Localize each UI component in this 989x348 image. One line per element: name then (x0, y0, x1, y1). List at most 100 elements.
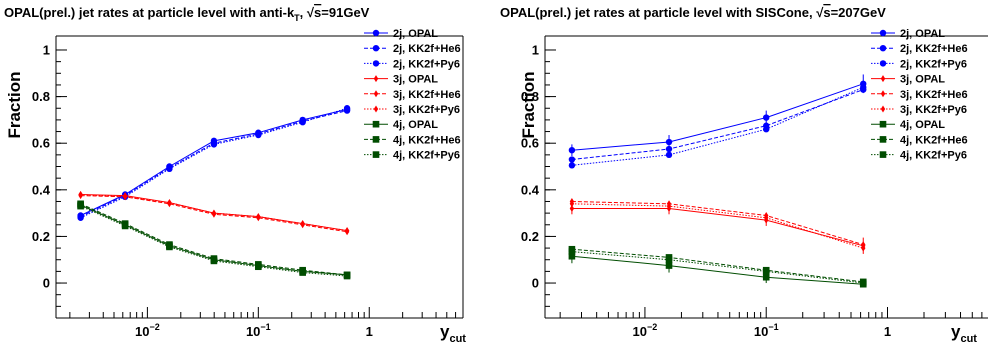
legend-entry: 2j, OPAL (364, 28, 438, 40)
y-tick-label: 0.2 (32, 229, 50, 244)
series-5 (569, 200, 866, 252)
x-tick-base: 10 (246, 324, 260, 339)
data-point (167, 199, 172, 207)
data-point (210, 141, 218, 148)
y-tick-label: 0.6 (32, 136, 50, 151)
series-0 (568, 74, 867, 157)
data-point (666, 202, 672, 210)
x-tick-exponent: −2 (647, 322, 657, 332)
legend-marker (372, 136, 380, 143)
x-axis-label: ycut (951, 322, 977, 345)
data-point (568, 162, 576, 169)
legend-marker (372, 29, 380, 37)
legend-label: 4j, KK2f+Py6 (393, 150, 460, 162)
x-tick-exponent: −1 (768, 322, 778, 332)
data-point (763, 126, 770, 133)
series-8 (568, 248, 867, 287)
x-tick-base: 10 (633, 324, 647, 339)
data-point (568, 156, 576, 163)
data-point (343, 272, 351, 280)
title-text: OPAL(prel.) jet rates at particle level … (500, 5, 816, 20)
x-tick-base: 1 (366, 324, 373, 339)
data-point (166, 243, 173, 251)
data-point (77, 202, 84, 210)
legend-entry: 3j, OPAL (871, 74, 945, 86)
legend-label: 3j, OPAL (900, 74, 945, 86)
legend-label: 2j, KK2f+Py6 (900, 58, 967, 70)
legend-marker (880, 90, 886, 98)
title-sqrt-s: s (314, 5, 321, 20)
legend-entry: 3j, KK2f+He6 (364, 89, 461, 101)
legend-label: 3j, KK2f+Py6 (393, 104, 460, 116)
y-tick-label: 1 (532, 42, 539, 57)
data-point (121, 222, 129, 230)
x-axis-label-subscript: cut (449, 333, 466, 345)
series-line (80, 110, 348, 218)
y-tick-label: 0.8 (521, 89, 539, 104)
series-3 (569, 202, 866, 254)
x-tick-base: 1 (884, 324, 891, 339)
legend-label: 4j, KK2f+He6 (393, 134, 461, 146)
y-tick-label: 0 (43, 276, 50, 291)
chart-panel-right: OPAL(prel.) jet rates at particle level … (500, 5, 988, 345)
legend-label: 4j, KK2f+Py6 (900, 150, 967, 162)
legend-label: 2j, KK2f+He6 (900, 43, 968, 55)
series-1 (77, 107, 351, 220)
series-6 (568, 249, 867, 288)
x-axis-label-subscript: cut (960, 333, 977, 345)
data-point (569, 204, 575, 212)
data-point (211, 209, 217, 217)
legend-marker (880, 105, 886, 113)
data-point (665, 138, 673, 146)
series-8 (77, 202, 351, 280)
legend-label: 3j, KK2f+He6 (900, 89, 968, 101)
data-point (665, 256, 673, 264)
legend-entry: 3j, KK2f+He6 (871, 89, 968, 101)
y-tick-label: 0.4 (521, 182, 540, 197)
x-axis-label: ycut (440, 322, 466, 345)
y-tick-label: 0.4 (32, 182, 51, 197)
legend-entry: 4j, KK2f+Py6 (364, 150, 460, 162)
legend-label: 3j, KK2f+He6 (393, 89, 461, 101)
data-point (860, 84, 867, 91)
series-line (80, 107, 348, 219)
data-point (764, 214, 769, 222)
data-point (299, 119, 306, 126)
x-tick-label: 10−2 (633, 322, 658, 339)
data-point (568, 252, 576, 260)
legend-marker (372, 151, 380, 158)
series-line (571, 201, 864, 246)
series-line (571, 251, 864, 284)
legend-entry: 3j, KK2f+Py6 (871, 104, 967, 116)
series-line (571, 255, 864, 285)
legend-marker (879, 45, 887, 52)
data-point (569, 200, 575, 208)
title-text: OPAL(prel.) jet rates at particle level … (4, 5, 295, 20)
legend-entry: 2j, KK2f+Py6 (364, 58, 460, 70)
data-point (77, 214, 84, 221)
series-7 (568, 245, 867, 286)
data-point (665, 151, 673, 159)
data-point (568, 146, 576, 154)
legend-label: 3j, KK2f+Py6 (900, 104, 967, 116)
legend-label: 2j, KK2f+Py6 (393, 58, 460, 70)
legend-marker (879, 60, 887, 67)
data-point (568, 248, 576, 255)
legend-entry: 4j, KK2f+He6 (871, 134, 968, 146)
legend-marker (372, 120, 380, 128)
x-tick-base: 10 (135, 324, 149, 339)
legend-entry: 3j, OPAL (364, 74, 438, 86)
series-4 (569, 197, 866, 249)
data-point (762, 268, 770, 275)
legend-entry: 4j, OPAL (364, 119, 438, 131)
chart-panel-left: OPAL(prel.) jet rates at particle level … (4, 5, 466, 345)
y-tick-label: 0.2 (521, 229, 539, 244)
legend-label: 4j, KK2f+He6 (900, 134, 968, 146)
legend-marker (372, 45, 380, 52)
sqrt-symbol: √ (816, 5, 824, 20)
series-line (571, 83, 864, 151)
x-tick-exponent: −1 (260, 322, 270, 332)
y-axis-label: Fraction (5, 71, 24, 138)
y-tick-label: 1 (43, 42, 50, 57)
